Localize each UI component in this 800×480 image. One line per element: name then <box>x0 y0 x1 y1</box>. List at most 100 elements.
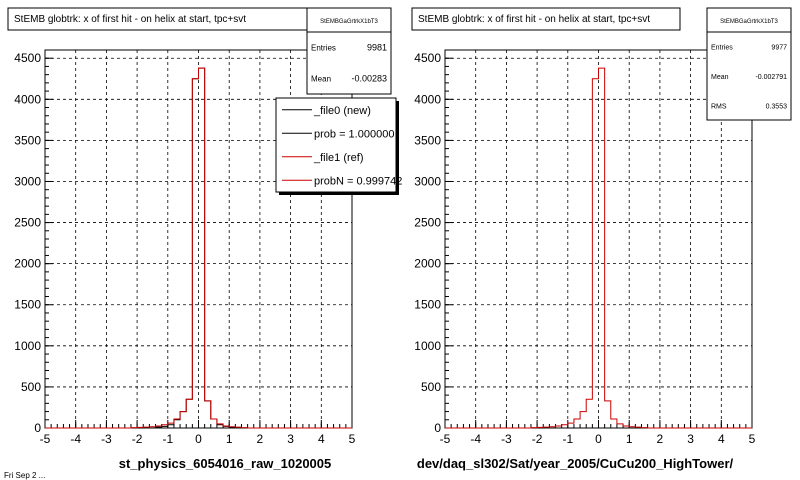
chart-pad-2: -5 -4 -3 -2 -1 0 1 2 3 4 5 0 500 1000 1500 2000 2500 3000… <box>411 7 792 471</box>
histogram-bin <box>556 426 562 428</box>
histogram-bin <box>168 423 174 428</box>
histogram-bin <box>605 401 611 428</box>
histogram-bin <box>180 412 186 428</box>
chart-title: StEMB globtrk: x of first hit - on helix… <box>418 14 650 25</box>
stats-value: 9977 <box>771 45 787 52</box>
x-tick-label: 5 <box>349 432 356 446</box>
x-tick-label: -4 <box>70 432 81 446</box>
x-tick-label: 5 <box>749 432 756 446</box>
histogram-bin <box>568 423 574 428</box>
histogram-bin <box>235 427 241 428</box>
y-tick-label: 2500 <box>14 216 41 230</box>
x-axis-label: dev/daq_sl302/Sat/year_2005/CuCu200_High… <box>417 456 734 471</box>
x-tick-label: 0 <box>195 432 202 446</box>
legend-label: _file0 (new) <box>313 105 371 117</box>
y-tick-label: 500 <box>421 380 441 394</box>
y-tick-label: 4500 <box>414 51 441 65</box>
y-tick-label: 2500 <box>414 216 441 230</box>
x-tick-label: -3 <box>101 432 112 446</box>
histogram-bin <box>199 68 205 428</box>
histogram-bin <box>137 427 143 428</box>
stats-name: StEMBGaGrtrkX1bT3 <box>720 19 778 25</box>
legend-label: probN = 0.999742 <box>314 175 402 187</box>
histogram-bin <box>599 68 605 428</box>
y-tick-label: 4000 <box>14 92 41 106</box>
histogram-bin <box>174 419 180 428</box>
y-tick-label: 0 <box>434 421 441 435</box>
histogram-bin <box>162 425 168 428</box>
stats-value: -0.002791 <box>755 74 787 81</box>
legend-box <box>275 97 397 193</box>
chart-title: StEMB globtrk: x of first hit - on helix… <box>14 14 246 25</box>
x-tick-label: 1 <box>626 432 633 446</box>
stats-label: Mean <box>311 75 331 84</box>
title-box <box>411 7 681 31</box>
x-tick-label: 3 <box>687 432 694 446</box>
histogram-bin <box>205 401 211 428</box>
stats-value: 9981 <box>367 43 387 53</box>
stats-box <box>306 7 392 95</box>
histogram-bin <box>611 419 617 428</box>
legend-label: _file1 (ref) <box>313 152 364 164</box>
histogram-bin <box>156 426 162 428</box>
histogram-bin <box>149 427 155 428</box>
histogram-bin <box>629 427 635 428</box>
y-tick-label: 3000 <box>14 174 41 188</box>
chart-pad-1: -5 -4 -3 -2 -1 0 1 2 3 4 5 0 500 1000 1500 2000 2500 3000… <box>7 7 402 471</box>
x-tick-label: -5 <box>440 432 451 446</box>
histogram-bin <box>143 427 149 428</box>
legend-label: prob = 1.000000 <box>314 128 394 140</box>
x-tick-label: -5 <box>40 432 51 446</box>
histogram-bin <box>186 399 192 428</box>
histogram-bin <box>223 426 229 428</box>
stats-name: StEMBGaGrtrkX1bT3 <box>320 19 378 25</box>
histogram-bin <box>580 412 586 428</box>
histogram-outline <box>445 67 752 429</box>
histogram-series-2 <box>45 67 352 429</box>
x-tick-label: -2 <box>532 432 543 446</box>
x-tick-label: 4 <box>718 432 725 446</box>
y-tick-label: 0 <box>34 421 41 435</box>
y-tick-label: 3500 <box>414 133 441 147</box>
histogram-bin <box>211 419 217 428</box>
y-tick-label: 1500 <box>414 298 441 312</box>
histogram-bin <box>586 399 592 428</box>
stats-value: -0.00283 <box>351 74 387 84</box>
stats-value: 0.3553 <box>766 103 788 110</box>
histogram-bin <box>623 426 629 428</box>
x-tick-label: -2 <box>132 432 143 446</box>
x-tick-label: -4 <box>470 432 481 446</box>
x-tick-label: 4 <box>318 432 325 446</box>
x-tick-label: 2 <box>257 432 264 446</box>
stats-label: Entries <box>711 45 733 52</box>
y-tick-label: 500 <box>21 380 41 394</box>
x-axis-label: st_physics_6054016_raw_1020005 <box>119 456 332 471</box>
stats-label: RMS <box>711 103 727 110</box>
x-tick-label: 3 <box>287 432 294 446</box>
stats-label: Entries <box>311 44 336 53</box>
histogram-bin <box>217 424 223 428</box>
histogram-bin <box>192 79 198 428</box>
y-tick-label: 1500 <box>14 298 41 312</box>
y-tick-label: 3500 <box>14 133 41 147</box>
x-tick-label: 2 <box>657 432 664 446</box>
histogram-outline <box>45 67 352 429</box>
histogram-bin <box>549 427 555 428</box>
histogram-series-1 <box>445 67 752 429</box>
x-tick-label: -1 <box>162 432 173 446</box>
y-tick-label: 4000 <box>414 92 441 106</box>
stats-box <box>706 7 792 121</box>
footer-text: Fri Sep 2 ... <box>4 471 45 480</box>
x-tick-label: -1 <box>562 432 573 446</box>
x-tick-label: 0 <box>595 432 602 446</box>
y-tick-label: 1000 <box>14 339 41 353</box>
histogram-bin <box>562 425 568 428</box>
y-tick-label: 1000 <box>414 339 441 353</box>
y-tick-label: 3000 <box>414 174 441 188</box>
x-tick-label: 1 <box>226 432 233 446</box>
x-tick-label: -3 <box>501 432 512 446</box>
histogram-bin <box>537 427 543 428</box>
histogram-bin <box>617 424 623 428</box>
y-tick-label: 4500 <box>14 51 41 65</box>
